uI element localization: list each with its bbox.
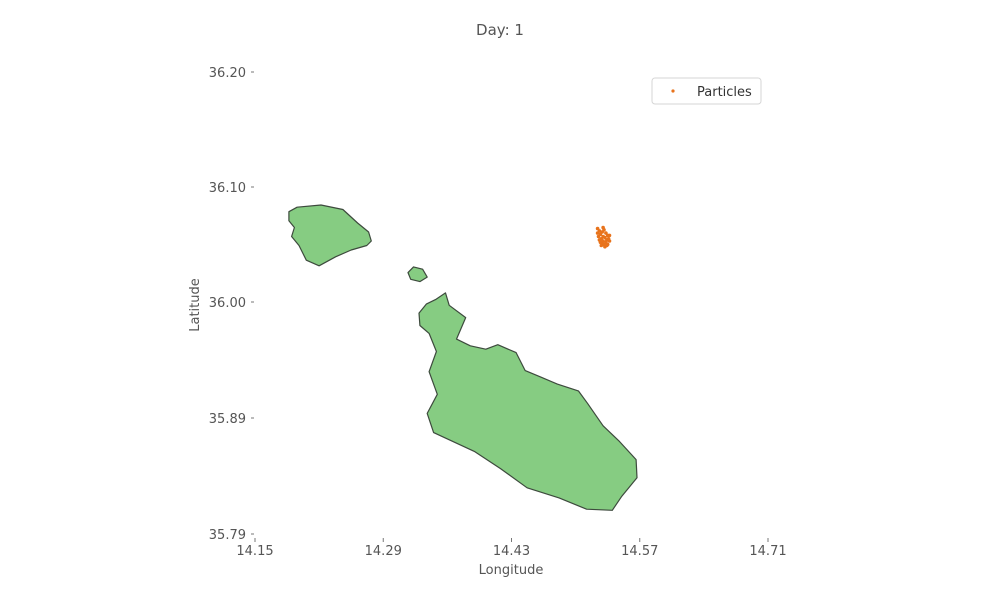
x-tick-label: 14.57	[621, 544, 658, 559]
y-tick-label: 35.89	[209, 412, 246, 427]
y-tick-label: 36.10	[209, 181, 246, 196]
x-tick-label: 14.43	[493, 544, 530, 559]
island-gozo	[288, 204, 372, 267]
particle-point	[599, 243, 604, 248]
y-axis-label: Latitude	[188, 278, 203, 332]
x-tick-label: 14.15	[236, 544, 273, 559]
legend-label-particles: Particles	[697, 85, 752, 100]
particle-layer	[595, 225, 612, 249]
island-comino	[407, 266, 428, 283]
legend: Particles	[651, 77, 762, 105]
map-layer	[288, 204, 638, 511]
y-tick-label: 36.20	[209, 66, 246, 81]
x-axis-label: Longitude	[479, 563, 544, 578]
particle-point	[607, 239, 612, 243]
tick-layer: 14.15 14.29 14.43 14.57 14.71 36.20 36.10 36.00…	[209, 66, 787, 559]
legend-box	[651, 77, 762, 105]
x-tick-label: 14.29	[365, 544, 402, 559]
chart-title: Day: 1	[476, 21, 524, 39]
y-tick-label: 36.00	[209, 296, 246, 311]
island-malta	[418, 292, 638, 511]
y-tick-label: 35.79	[209, 528, 246, 543]
particle-point	[595, 231, 600, 235]
particle-point	[601, 225, 605, 230]
legend-marker	[671, 89, 675, 93]
particle-point	[596, 234, 601, 239]
x-tick-label: 14.71	[749, 544, 786, 559]
particle-point	[607, 233, 612, 238]
particle-point	[605, 243, 609, 248]
particle-point	[598, 240, 603, 244]
